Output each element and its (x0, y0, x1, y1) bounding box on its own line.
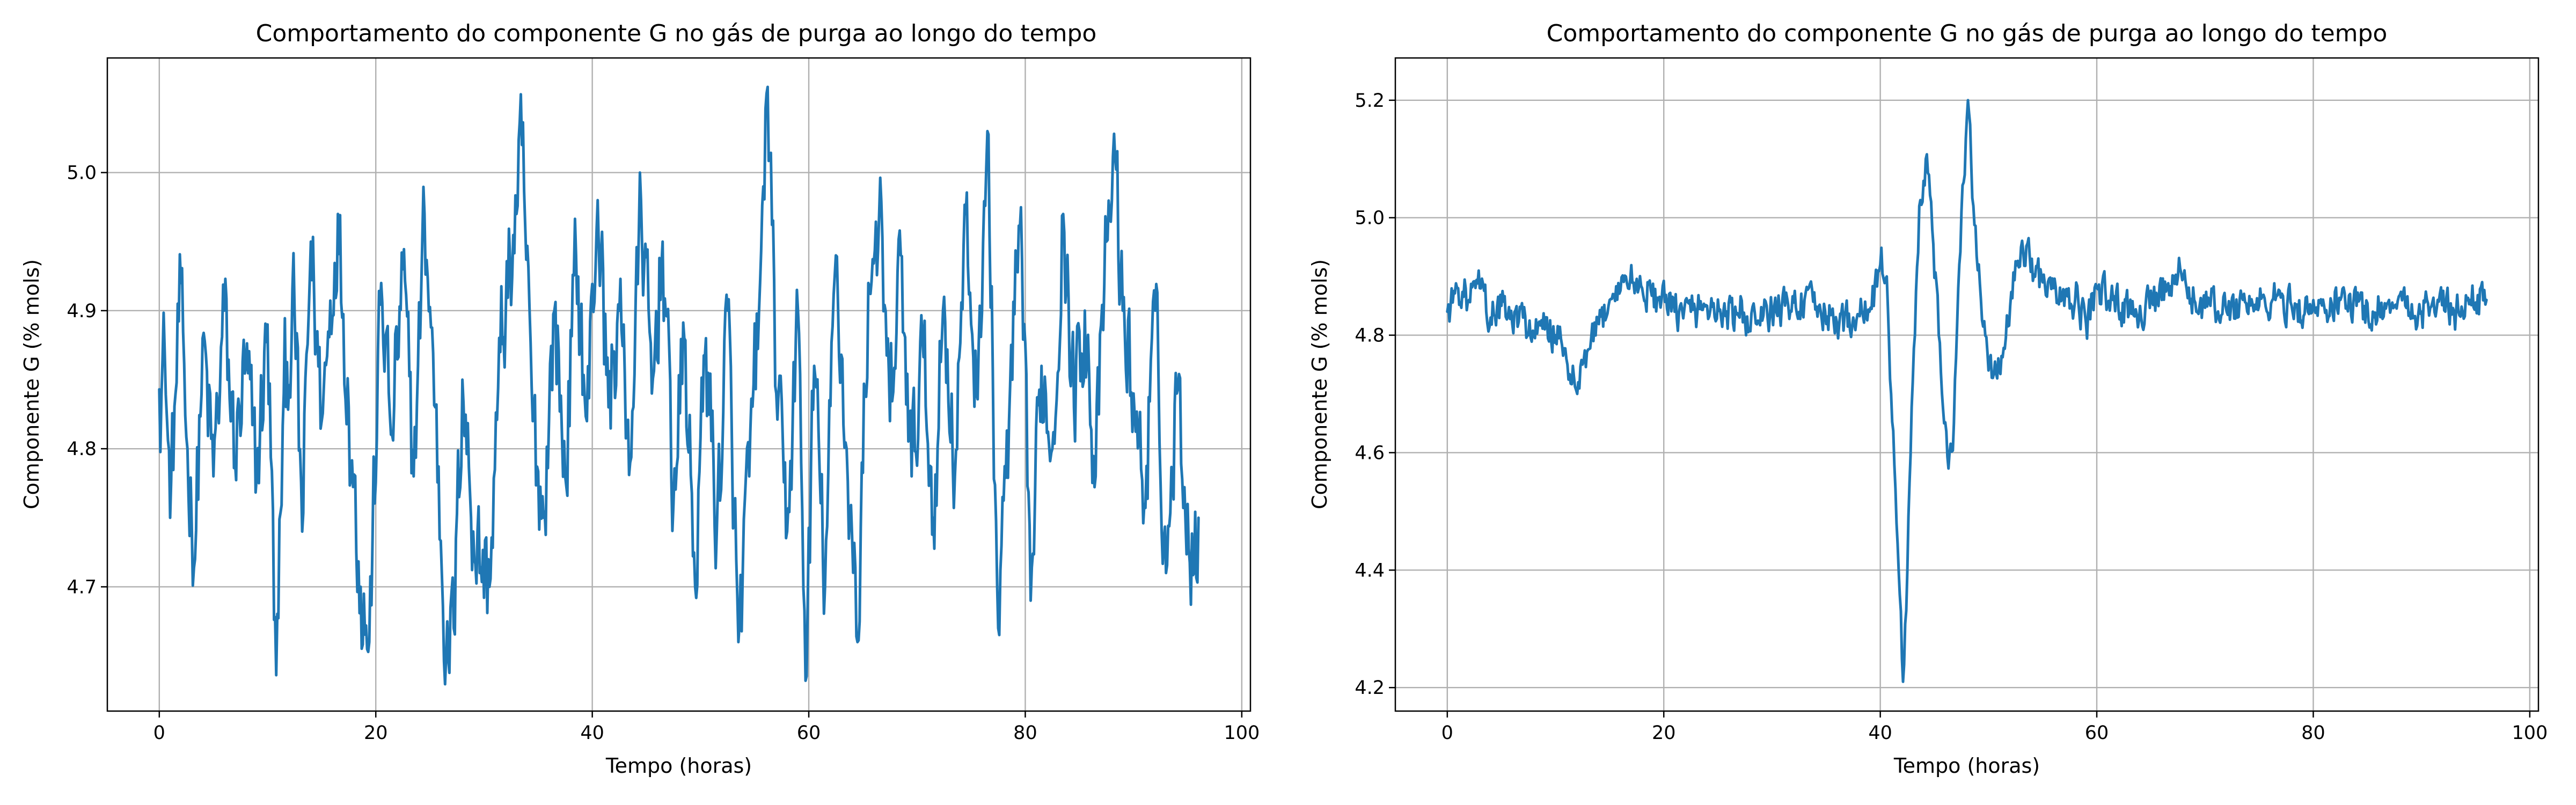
left-chart: Comportamento do componente G no gás de … (20, 20, 1260, 778)
left-axes-frame (106, 57, 1252, 712)
right-y-ticks: 4.2 4.4 4.6 4.8 5.0 5.2 (1355, 90, 1395, 699)
right-chart-title: Comportamento do componente G no gás de … (1547, 20, 2388, 47)
right-x-ticks: 0 20 40 60 80 100 (1441, 711, 2548, 744)
left-x-tick-label: 100 (1224, 722, 1260, 744)
left-x-tick-label: 40 (580, 722, 604, 744)
right-x-tick-label: 60 (2085, 722, 2109, 744)
left-chart-title: Comportamento do componente G no gás de … (256, 20, 1097, 47)
right-y-tick-label: 5.0 (1355, 208, 1385, 229)
right-x-axis-label: Tempo (horas) (1893, 754, 2040, 778)
left-x-tick-label: 0 (153, 722, 165, 744)
left-y-tick-label: 4.7 (67, 576, 97, 598)
right-chart: Comportamento do componente G no gás de … (1308, 20, 2548, 778)
right-series-line (1446, 99, 2488, 683)
right-y-axis-label: Componente G (% mols) (1308, 259, 1331, 509)
left-y-tick-label: 4.8 (67, 438, 97, 460)
left-y-ticks: 4.7 4.8 4.9 5.0 (67, 163, 107, 598)
left-y-tick-label: 4.9 (67, 301, 97, 322)
left-y-axis-label: Componente G (% mols) (20, 259, 43, 509)
left-x-tick-label: 60 (797, 722, 821, 744)
left-y-tick-label: 5.0 (67, 163, 97, 184)
left-series-line (158, 85, 1200, 686)
left-x-tick-label: 20 (364, 722, 388, 744)
right-plot-line (1446, 99, 2488, 683)
right-y-tick-label: 5.2 (1355, 90, 1385, 112)
right-x-tick-label: 20 (1652, 722, 1676, 744)
right-x-tick-label: 100 (2512, 722, 2548, 744)
right-axes-frame (1394, 57, 2540, 712)
right-y-tick-label: 4.8 (1355, 325, 1385, 347)
right-x-tick-label: 80 (2301, 722, 2325, 744)
right-y-tick-label: 4.2 (1355, 677, 1385, 699)
left-x-tick-label: 80 (1013, 722, 1037, 744)
left-x-axis-label: Tempo (horas) (605, 754, 752, 778)
right-y-tick-label: 4.4 (1355, 560, 1385, 581)
right-y-tick-label: 4.6 (1355, 442, 1385, 464)
right-x-tick-label: 0 (1441, 722, 1453, 744)
left-plot-line (158, 85, 1200, 686)
left-x-ticks: 0 20 40 60 80 100 (153, 711, 1260, 744)
right-x-tick-label: 40 (1868, 722, 1892, 744)
